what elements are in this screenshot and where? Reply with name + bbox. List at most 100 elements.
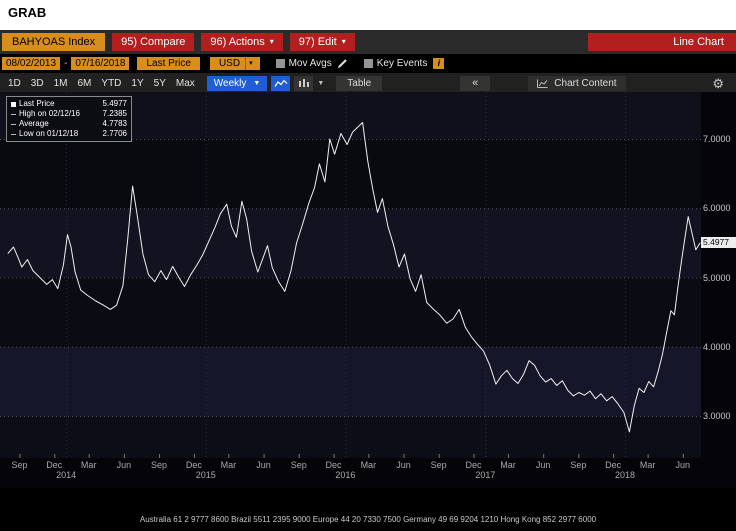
x-axis-month-label: Dec	[185, 460, 202, 470]
stat-marker-icon	[11, 123, 16, 125]
mov-avgs-checkbox[interactable]: Mov Avgs	[275, 58, 332, 69]
period-button-6m[interactable]: 6M	[77, 77, 92, 89]
bar-chart-icon	[298, 79, 309, 87]
compare-button[interactable]: 95) Compare	[112, 33, 195, 51]
edit-menu-button[interactable]: 97) Edit ▾	[289, 33, 355, 51]
compare-button-label: 95) Compare	[121, 36, 186, 48]
start-date-input[interactable]: 08/02/2013	[2, 57, 61, 70]
line-chart-icon	[274, 79, 288, 87]
x-axis-month-label: Dec	[465, 460, 482, 470]
period-button-ytd[interactable]: YTD	[101, 77, 122, 89]
x-axis-year-label: 2018	[615, 470, 636, 480]
currency-select[interactable]: USD ▾	[209, 57, 260, 70]
chart-content-button[interactable]: Chart Content	[528, 75, 626, 91]
price-field-select[interactable]: Last Price	[137, 57, 200, 70]
period-button-1m[interactable]: 1M	[53, 77, 68, 89]
pencil-icon[interactable]	[337, 58, 348, 69]
chart-area[interactable]: 3.0000 4.0000 5.0000 6.0000 7.0000 5.4977 Sep D…	[0, 92, 736, 488]
period-button-1d[interactable]: 1D	[8, 77, 21, 89]
bar-chart-type-button[interactable]	[294, 75, 314, 91]
x-axis-month-label: Mar	[80, 460, 97, 470]
legend-label: Average	[19, 119, 49, 128]
x-axis-month-label: Jun	[396, 460, 411, 470]
period-button-3d[interactable]: 3D	[30, 77, 44, 89]
frequency-value: Weekly	[213, 77, 247, 89]
settings-toolbar: 08/02/2013 - 07/16/2018 Last Price USD ▾…	[0, 54, 736, 73]
x-axis-month-label: Jun	[675, 460, 691, 470]
chevron-down-icon: ▾	[269, 37, 274, 46]
legend-label: Last Price	[19, 99, 55, 108]
x-axis-month-label: Mar	[500, 460, 516, 470]
legend-label: High on 02/12/16	[19, 109, 80, 118]
chart-type-dropdown-arrow[interactable]: ▼	[317, 79, 325, 87]
legend-value: 7.2385	[102, 109, 127, 118]
chart-content-label: Chart Content	[554, 77, 617, 89]
x-axis-month-label: Mar	[220, 460, 237, 470]
footer-contact-line1: Australia 61 2 9777 8600 Brazil 5511 239…	[139, 515, 597, 524]
security-ticker-field[interactable]: BAHYOAS Index	[2, 33, 106, 51]
x-axis-year-label: 2016	[335, 470, 356, 480]
x-axis-month-label: Dec	[605, 460, 622, 470]
chart-legend[interactable]: Last Price 5.4977 High on 02/12/16 7.2385 Av…	[6, 96, 132, 142]
legend-item: High on 02/12/16 7.2385	[11, 109, 127, 119]
stat-marker-icon	[11, 133, 16, 135]
actions-menu-button[interactable]: 96) Actions ▾	[201, 33, 283, 51]
x-axis-month-label: Dec	[325, 460, 342, 470]
x-axis-month-label: Sep	[151, 460, 168, 470]
key-events-checkbox[interactable]: Key Events	[363, 58, 427, 69]
table-button[interactable]: Table	[336, 75, 383, 91]
price-plot[interactable]	[0, 92, 701, 458]
x-axis-month-label: Dec	[46, 460, 63, 470]
x-axis-year-label: 2014	[56, 470, 77, 480]
x-axis-month-label: Sep	[290, 460, 307, 470]
currency-value: USD	[218, 58, 241, 69]
date-range-separator: -	[64, 58, 68, 69]
legend-value: 2.7706	[102, 129, 127, 138]
main-toolbar: BAHYOAS Index 95) Compare 96) Actions ▾ …	[0, 30, 736, 54]
checkbox-icon	[363, 59, 373, 68]
mov-avgs-label: Mov Avgs	[288, 58, 332, 69]
x-axis-year-label: 2017	[475, 470, 496, 480]
settings-gear-icon[interactable]: ⚙	[712, 75, 724, 91]
x-axis-month-label: Sep	[430, 460, 447, 470]
x-axis-month-label: Jun	[116, 460, 132, 470]
grab-title: GRAB	[8, 5, 47, 20]
collapse-panel-button[interactable]: «	[460, 75, 491, 91]
chevron-down-icon: ▾	[245, 57, 256, 70]
price-field-value: Last Price	[146, 58, 191, 69]
last-price-axis-badge: 5.4977	[701, 237, 736, 249]
grab-bar: GRAB	[0, 0, 736, 30]
end-date-input[interactable]: 07/16/2018	[71, 57, 130, 70]
legend-item: Last Price 5.4977	[11, 99, 127, 109]
period-button-max[interactable]: Max	[175, 77, 195, 89]
chevron-down-icon: ▾	[341, 37, 346, 46]
y-axis-label: 5.0000	[703, 272, 731, 283]
legend-item: Average 4.7783	[11, 119, 127, 129]
period-buttons: 1D 3D 1M 6M YTD 1Y 5Y Max	[8, 78, 195, 89]
checkbox-icon	[275, 59, 285, 68]
x-axis-year-label: 2015	[195, 470, 216, 480]
period-button-5y[interactable]: 5Y	[153, 77, 166, 89]
x-axis-month-label: Mar	[639, 460, 656, 470]
x-axis-month-label: Sep	[570, 460, 587, 470]
footer: Australia 61 2 9777 8600 Brazil 5511 239…	[0, 488, 736, 531]
line-chart-type-button[interactable]	[271, 75, 291, 91]
terminal-window: BAHYOAS Index 95) Compare 96) Actions ▾ …	[0, 30, 736, 531]
y-axis-label: 6.0000	[703, 203, 731, 214]
legend-value: 5.4977	[102, 99, 127, 108]
actions-menu-label: 96) Actions	[210, 36, 265, 48]
range-toolbar: 1D 3D 1M 6M YTD 1Y 5Y Max Weekly ▼ ▼ Table « Ch…	[0, 73, 736, 93]
x-axis-month-label: Mar	[360, 460, 377, 470]
x-axis-month-label: Jun	[535, 460, 551, 470]
frequency-select[interactable]: Weekly ▼	[206, 75, 268, 91]
period-button-1y[interactable]: 1Y	[131, 77, 144, 89]
legend-label: Low on 01/12/18	[19, 129, 79, 138]
key-events-info-icon[interactable]: i	[433, 58, 445, 69]
y-axis-label: 3.0000	[703, 411, 731, 421]
x-axis-month-label: Jun	[256, 460, 271, 470]
chevron-down-icon: ▼	[253, 79, 261, 87]
x-axis-month-label: Sep	[11, 460, 28, 470]
y-axis-label: 7.0000	[703, 134, 731, 144]
legend-value: 4.7783	[102, 119, 127, 128]
